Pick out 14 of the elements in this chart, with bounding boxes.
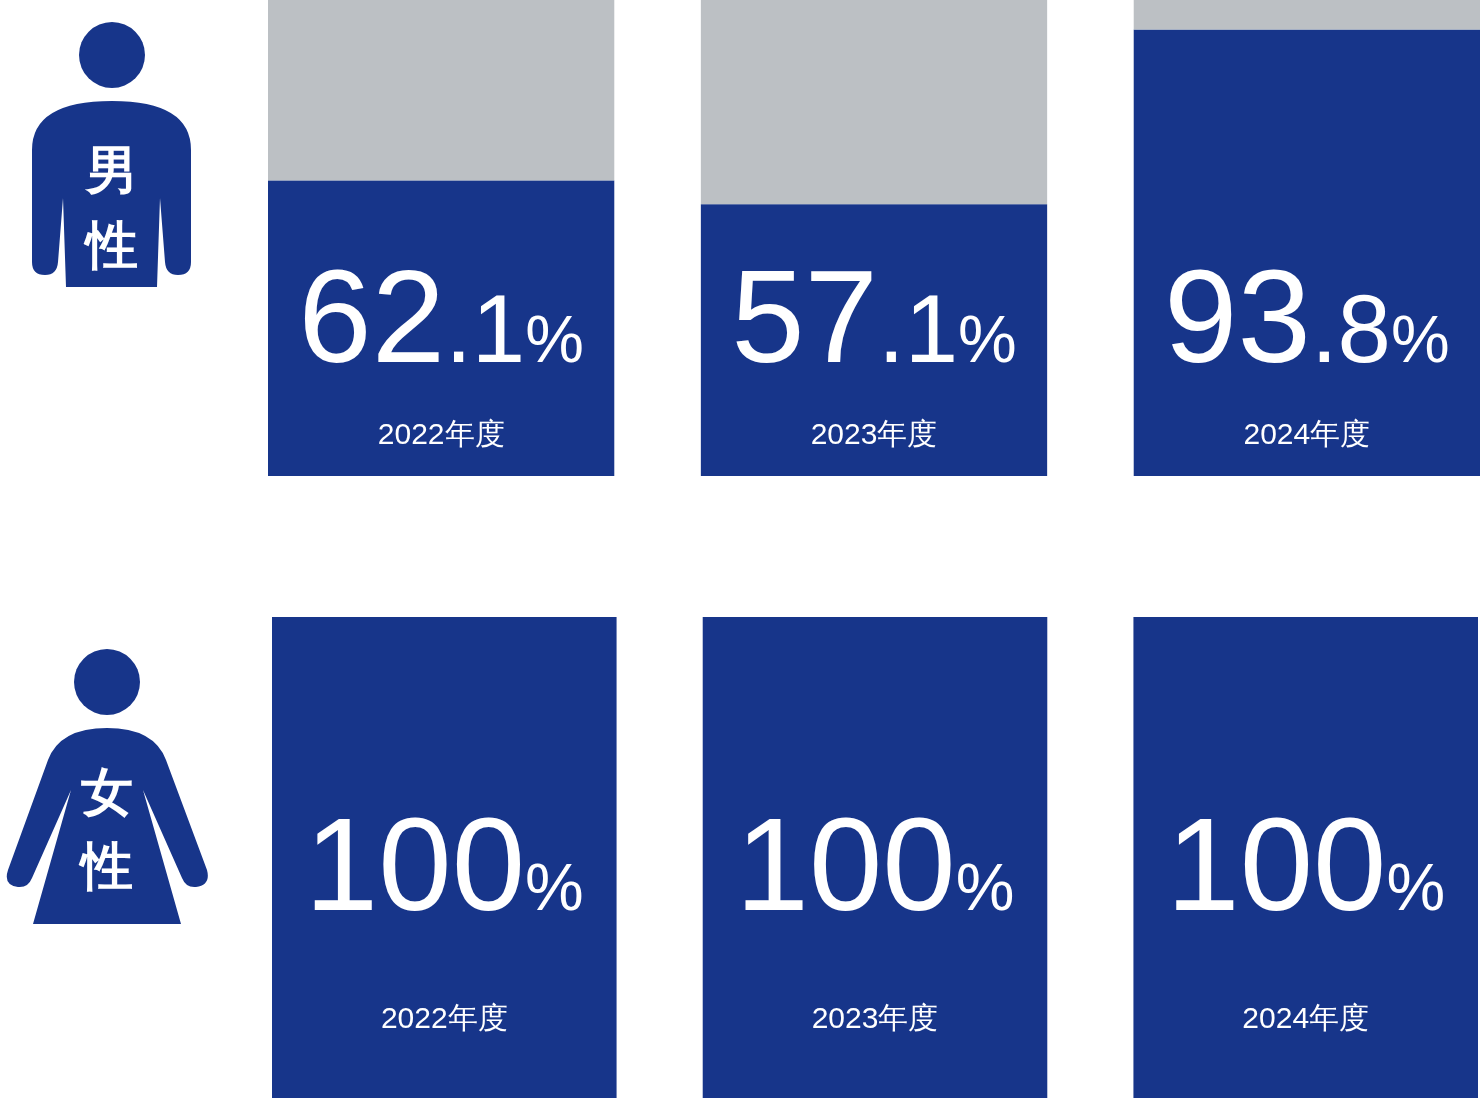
data-label: 100%	[304, 791, 584, 938]
data-label: 62.1%	[298, 243, 584, 390]
data-label: 100%	[1166, 791, 1446, 938]
x-tick-label: 2022年度	[377, 417, 505, 450]
data-label: 57.1%	[731, 243, 1017, 390]
x-tick-label: 2023年度	[811, 1001, 939, 1034]
x-tick-label: 2024年度	[1243, 417, 1371, 450]
text: 男性	[83, 141, 138, 274]
x-tick-label: 2022年度	[380, 1001, 508, 1034]
text: 女性	[78, 763, 133, 895]
data-label: 100%	[735, 791, 1015, 938]
x-tick-label: 2023年度	[810, 417, 938, 450]
x-tick-label: 2024年度	[1242, 1001, 1370, 1034]
data-label: 93.8%	[1164, 243, 1450, 390]
